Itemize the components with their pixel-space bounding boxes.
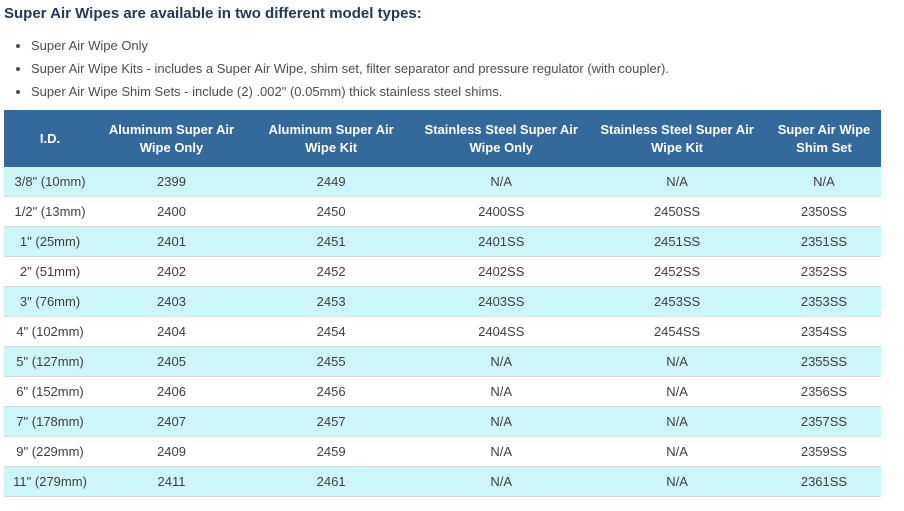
model-number-cell: 2357SS — [766, 406, 881, 438]
column-header-id: I.D. — [4, 110, 97, 168]
row-id-cell: 5" (127mm) — [4, 346, 97, 378]
table-row: 9" (229mm) 2409 2459 N/A N/A 2359SS — [4, 436, 881, 468]
model-number-cell: 2461 — [246, 466, 416, 498]
model-number-cell: 2404SS — [415, 316, 588, 348]
model-number-cell: N/A — [415, 466, 588, 498]
model-number-cell: 2400 — [96, 196, 247, 228]
row-id-cell: 1" (25mm) — [4, 226, 97, 258]
row-id-cell: 4" (102mm) — [4, 316, 97, 348]
column-header-aluminum-wipe-kit: Aluminum Super Air Wipe Kit — [246, 110, 416, 168]
model-number-cell: 2400SS — [415, 196, 588, 228]
table-row: 11" (279mm) 2411 2461 N/A N/A 2361SS — [4, 466, 881, 498]
table-row: 3" (76mm) 2403 2453 2403SS 2453SS 2353SS — [4, 286, 881, 318]
row-id-cell: 7" (178mm) — [4, 406, 97, 438]
model-number-cell: 2453SS — [587, 286, 767, 318]
column-header-stainless-wipe-kit: Stainless Steel Super Air Wipe Kit — [587, 110, 767, 168]
model-number-cell: 2403 — [96, 286, 247, 318]
list-item-shim-sets: Super Air Wipe Shim Sets - include (2) .… — [31, 85, 881, 98]
table-row: 6" (152mm) 2406 2456 N/A N/A 2356SS — [4, 376, 881, 408]
model-number-cell: 2401 — [96, 226, 247, 258]
row-id-cell: 1/2" (13mm) — [4, 196, 97, 228]
model-number-cell: 2401SS — [415, 226, 588, 258]
model-number-cell: 2456 — [246, 376, 416, 408]
model-number-cell: 2454 — [246, 316, 416, 348]
model-number-cell: N/A — [415, 346, 588, 378]
table-header: I.D. Aluminum Super Air Wipe Only Alumin… — [4, 110, 881, 168]
row-id-cell: 2" (51mm) — [4, 256, 97, 288]
model-number-cell: 2449 — [246, 167, 416, 198]
model-number-cell: 2356SS — [766, 376, 881, 408]
model-number-cell: 2450 — [246, 196, 416, 228]
model-number-cell: 2453 — [246, 286, 416, 318]
model-number-cell: 2406 — [96, 376, 247, 408]
table-header-row: I.D. Aluminum Super Air Wipe Only Alumin… — [4, 110, 881, 168]
model-number-table: I.D. Aluminum Super Air Wipe Only Alumin… — [4, 110, 881, 498]
model-number-cell: N/A — [415, 167, 588, 198]
model-number-cell: N/A — [766, 167, 881, 198]
row-id-cell: 3" (76mm) — [4, 286, 97, 318]
row-id-cell: 11" (279mm) — [4, 466, 97, 498]
row-id-cell: 3/8" (10mm) — [4, 167, 97, 198]
column-header-shim-set: Super Air Wipe Shim Set — [766, 110, 881, 168]
model-types-list: Super Air Wipe Only Super Air Wipe Kits … — [4, 39, 881, 98]
model-number-cell: 2354SS — [766, 316, 881, 348]
model-number-cell: 2353SS — [766, 286, 881, 318]
row-id-cell: 9" (229mm) — [4, 436, 97, 468]
model-number-cell: 2459 — [246, 436, 416, 468]
row-id-cell: 6" (152mm) — [4, 376, 97, 408]
table-row: 4" (102mm) 2404 2454 2404SS 2454SS 2354SS — [4, 316, 881, 348]
model-number-cell: 2355SS — [766, 346, 881, 378]
model-number-cell: 2407 — [96, 406, 247, 438]
model-number-cell: 2402SS — [415, 256, 588, 288]
model-number-cell: N/A — [415, 406, 588, 438]
model-number-cell: N/A — [587, 376, 767, 408]
product-info-section: Super Air Wipes are available in two dif… — [0, 0, 904, 497]
table-row: 3/8" (10mm) 2399 2449 N/A N/A N/A — [4, 167, 881, 198]
table-row: 1/2" (13mm) 2400 2450 2400SS 2450SS 2350SS — [4, 196, 881, 228]
model-number-cell: 2350SS — [766, 196, 881, 228]
model-number-cell: N/A — [415, 436, 588, 468]
model-number-cell: N/A — [415, 376, 588, 408]
table-row: 5" (127mm) 2405 2455 N/A N/A 2355SS — [4, 346, 881, 378]
list-item-wipe-kits: Super Air Wipe Kits - includes a Super A… — [31, 62, 881, 75]
model-number-cell: 2452 — [246, 256, 416, 288]
model-number-cell: N/A — [587, 466, 767, 498]
model-number-cell: 2451 — [246, 226, 416, 258]
model-number-cell: 2405 — [96, 346, 247, 378]
model-number-cell: 2409 — [96, 436, 247, 468]
model-number-cell: 2454SS — [587, 316, 767, 348]
table-row: 1" (25mm) 2401 2451 2401SS 2451SS 2351SS — [4, 226, 881, 258]
model-number-cell: 2359SS — [766, 436, 881, 468]
list-item-wipe-only: Super Air Wipe Only — [31, 39, 881, 52]
page-title: Super Air Wipes are available in two dif… — [4, 5, 422, 22]
model-number-cell: 2402 — [96, 256, 247, 288]
model-number-cell: 2351SS — [766, 226, 881, 258]
model-number-cell: 2452SS — [587, 256, 767, 288]
model-number-cell: 2352SS — [766, 256, 881, 288]
column-header-stainless-wipe-only: Stainless Steel Super Air Wipe Only — [415, 110, 588, 168]
model-number-cell: 2457 — [246, 406, 416, 438]
model-number-cell: 2404 — [96, 316, 247, 348]
model-number-cell: 2450SS — [587, 196, 767, 228]
model-number-cell: N/A — [587, 436, 767, 468]
model-table-body: 3/8" (10mm) 2399 2449 N/A N/A N/A 1/2" (13mm) 2… — [4, 167, 881, 498]
column-header-aluminum-wipe-only: Aluminum Super Air Wipe Only — [96, 110, 247, 168]
model-number-cell: N/A — [587, 346, 767, 378]
model-number-cell: N/A — [587, 406, 767, 438]
table-row: 2" (51mm) 2402 2452 2402SS 2452SS 2352SS — [4, 256, 881, 288]
model-number-cell: 2361SS — [766, 466, 881, 498]
model-number-cell: N/A — [587, 167, 767, 198]
table-row: 7" (178mm) 2407 2457 N/A N/A 2357SS — [4, 406, 881, 438]
model-number-cell: 2451SS — [587, 226, 767, 258]
model-number-cell: 2399 — [96, 167, 247, 198]
model-number-cell: 2403SS — [415, 286, 588, 318]
model-number-cell: 2411 — [96, 466, 247, 498]
model-number-cell: 2455 — [246, 346, 416, 378]
